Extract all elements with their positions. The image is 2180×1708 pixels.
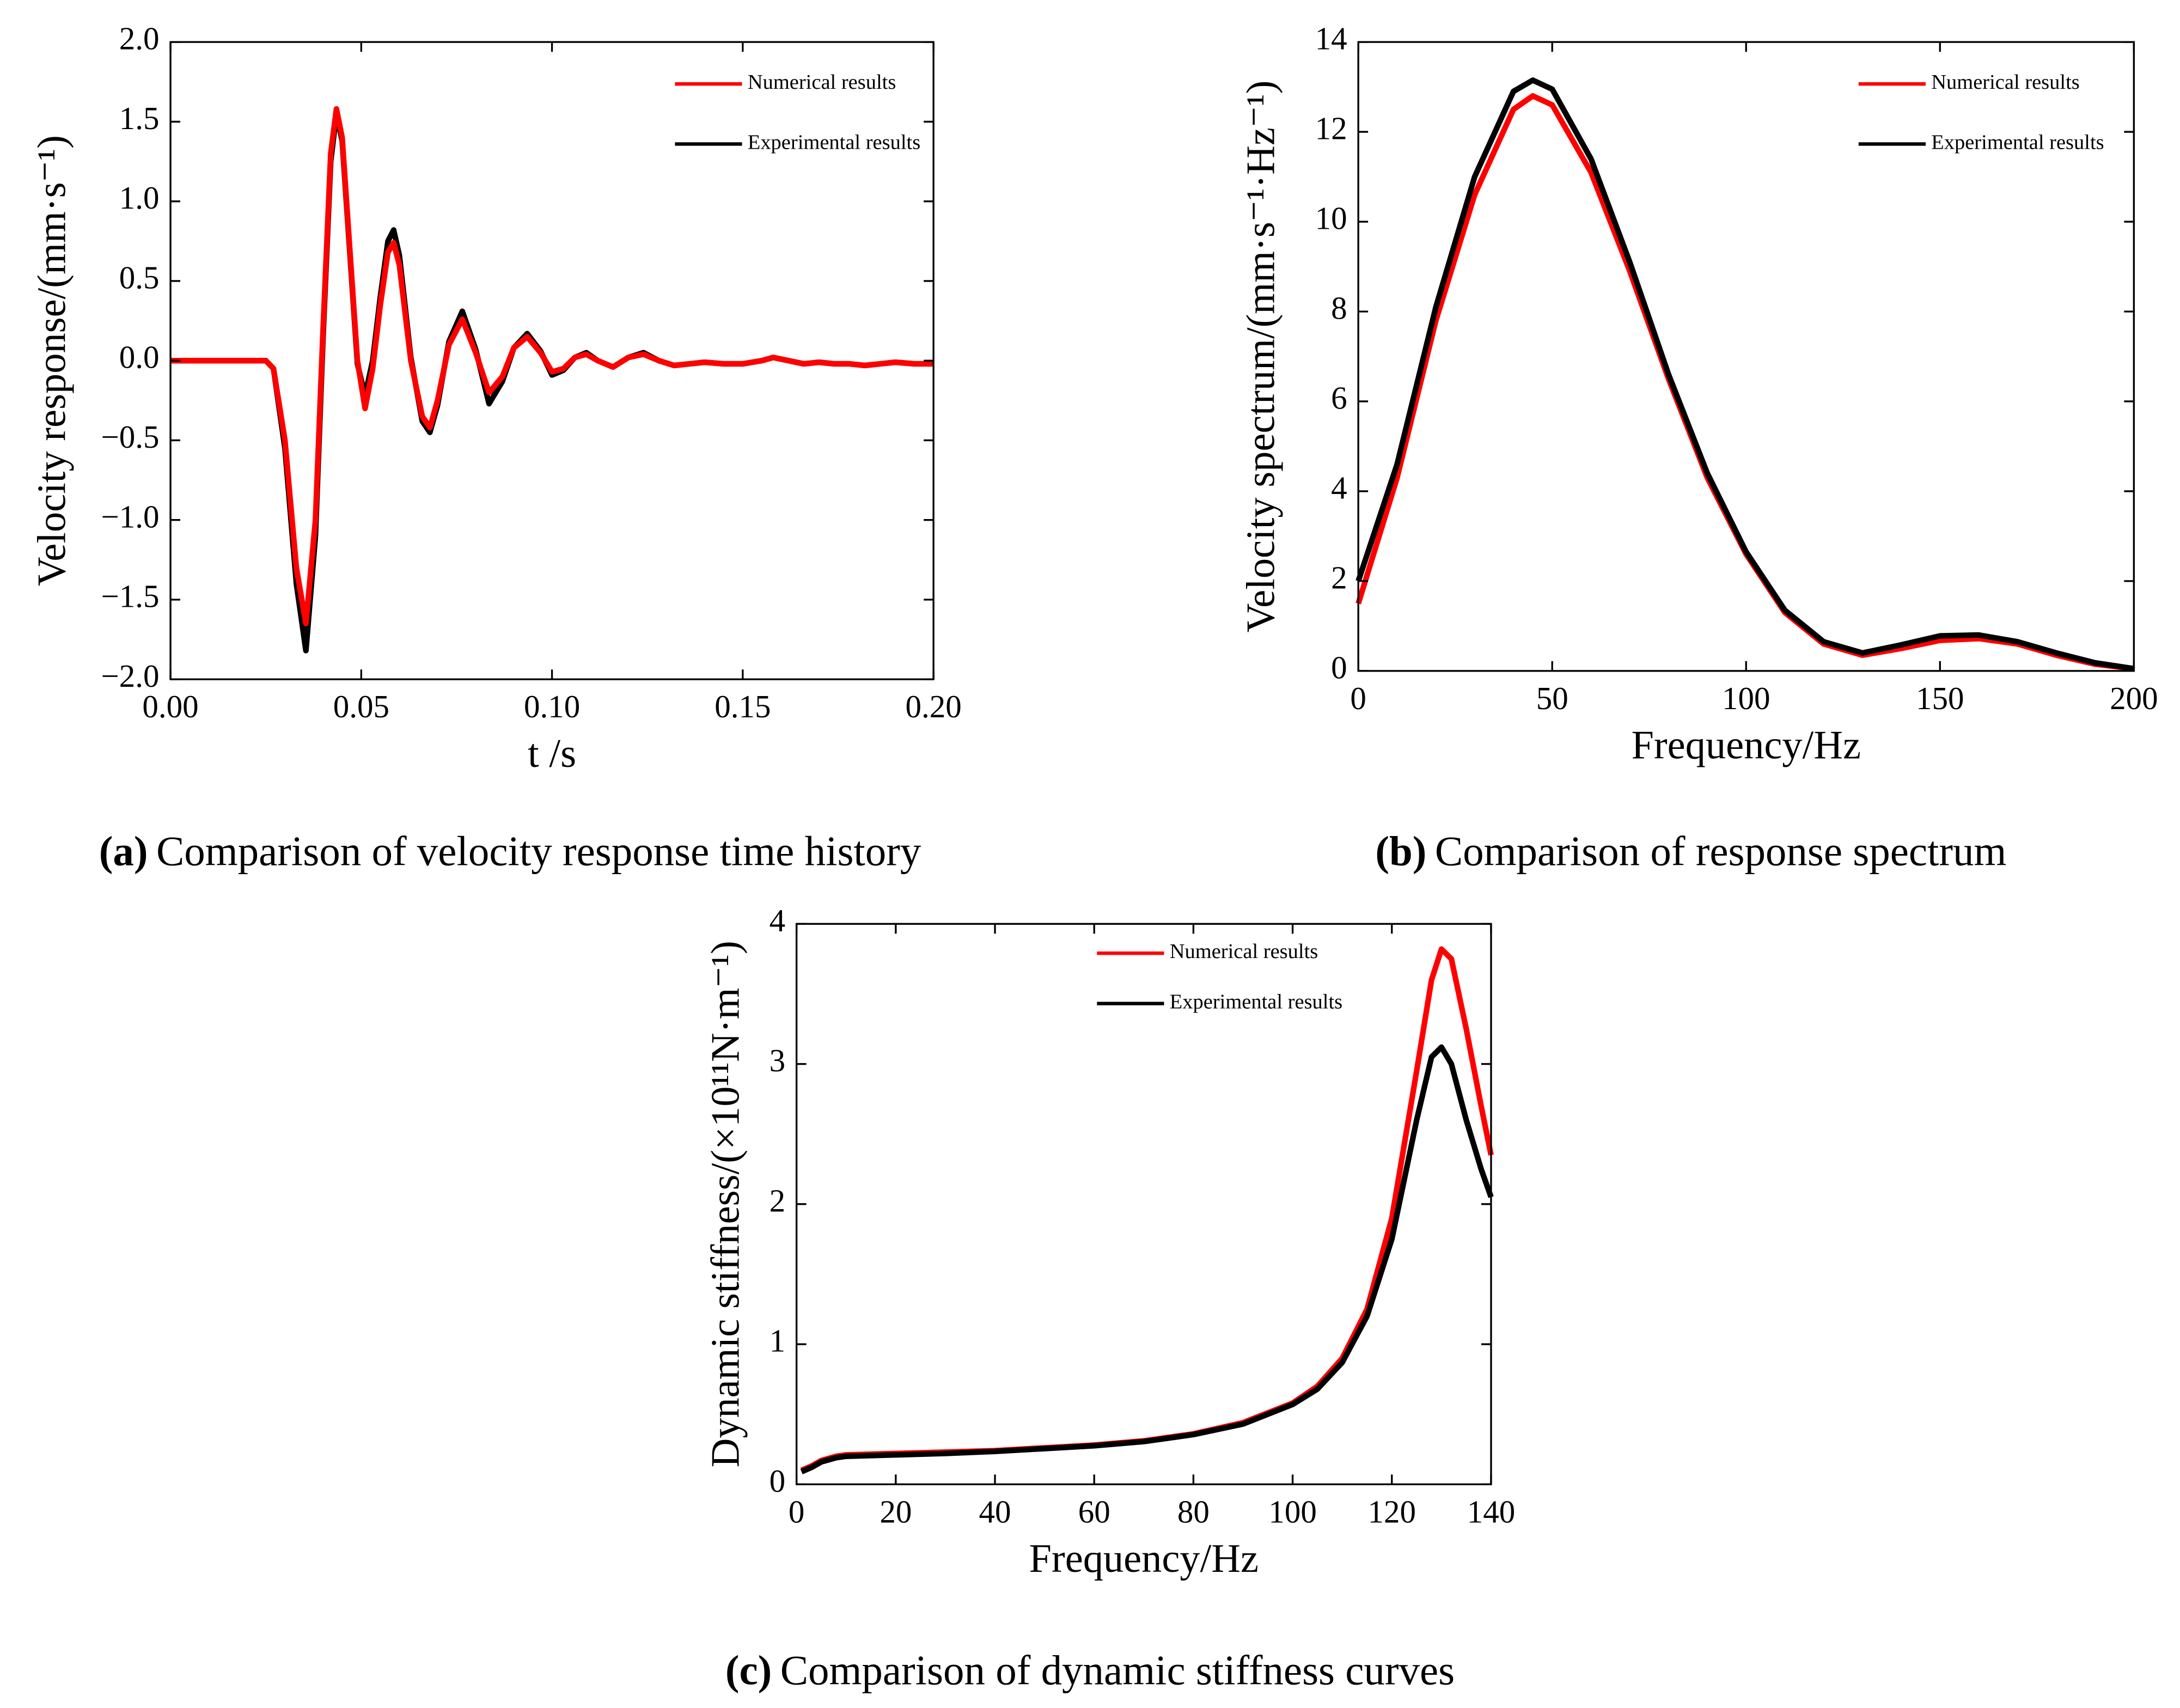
x-tick-label: 100 xyxy=(1268,1493,1317,1529)
y-tick-label: 0.5 xyxy=(119,259,160,295)
y-tick-label: −1.5 xyxy=(101,578,159,614)
x-tick-label: 0 xyxy=(789,1493,805,1529)
caption-label: (c) xyxy=(725,1646,772,1693)
caption-text: Comparison of velocity response time his… xyxy=(156,827,921,874)
y-axis-label: Velocity spectrum/(mm·s⁻¹·Hz⁻¹) xyxy=(1238,81,1283,633)
x-axis-label: Frequency/Hz xyxy=(1632,723,1861,768)
x-tick-label: 50 xyxy=(1536,680,1568,716)
x-tick-label: 200 xyxy=(2110,680,2158,716)
y-tick-label: 0 xyxy=(1331,649,1347,685)
y-tick-label: 2 xyxy=(770,1182,786,1218)
caption: (b) Comparison of response spectrum xyxy=(1375,827,2006,874)
y-tick-label: 12 xyxy=(1315,111,1347,147)
legend-label: Numerical results xyxy=(1170,940,1318,963)
x-tick-label: 0.05 xyxy=(333,688,389,724)
x-tick-label: 150 xyxy=(1916,680,1964,716)
caption-label: (b) xyxy=(1375,827,1426,874)
y-axis-label: Velocity response/(mm·s⁻¹) xyxy=(30,135,75,586)
y-tick-label: 10 xyxy=(1315,200,1347,236)
y-tick-label: 1.5 xyxy=(119,100,160,136)
x-tick-label: 0.15 xyxy=(715,688,771,724)
y-tick-label: 1.0 xyxy=(119,180,160,216)
legend-label: Experimental results xyxy=(1170,990,1342,1013)
y-tick-label: 0 xyxy=(770,1463,786,1499)
y-tick-label: 0.0 xyxy=(119,339,160,375)
y-tick-label: 6 xyxy=(1331,380,1347,416)
x-tick-label: 0.20 xyxy=(905,688,961,724)
caption-text: Comparison of response spectrum xyxy=(1435,827,2007,874)
y-tick-label: −1.0 xyxy=(101,498,159,534)
y-tick-label: 4 xyxy=(1331,469,1347,505)
x-tick-label: 0.10 xyxy=(524,688,580,724)
x-tick-label: 20 xyxy=(880,1493,912,1529)
x-tick-label: 120 xyxy=(1368,1493,1416,1529)
data-line xyxy=(170,111,934,654)
legend-label: Numerical results xyxy=(1931,71,2080,94)
y-tick-label: −0.5 xyxy=(101,419,159,455)
legend-label: Numerical results xyxy=(748,71,896,94)
caption-label: (a) xyxy=(99,827,148,874)
x-tick-label: 0.00 xyxy=(142,688,198,724)
y-tick-label: 4 xyxy=(770,902,786,938)
data-line xyxy=(170,106,934,626)
x-tick-label: 0 xyxy=(1350,680,1366,716)
caption: (a) Comparison of velocity response time … xyxy=(99,827,921,874)
x-tick-label: 140 xyxy=(1467,1493,1516,1529)
data-line xyxy=(800,946,1494,1473)
y-tick-label: 2.0 xyxy=(119,21,160,57)
data-line xyxy=(1355,77,2135,672)
y-tick-label: 2 xyxy=(1331,559,1347,595)
caption: (c) Comparison of dynamic stiffness curve… xyxy=(725,1646,1455,1693)
x-axis-label: t /s xyxy=(528,731,576,776)
y-axis-label: Dynamic stiffness/(×10¹¹N·m⁻¹) xyxy=(704,941,748,1467)
y-tick-label: 14 xyxy=(1315,21,1347,57)
x-tick-label: 40 xyxy=(979,1493,1011,1529)
y-tick-label: 3 xyxy=(770,1042,786,1078)
x-axis-label: Frequency/Hz xyxy=(1029,1536,1259,1581)
y-tick-label: 8 xyxy=(1331,290,1347,326)
y-tick-label: 1 xyxy=(770,1323,786,1359)
x-tick-label: 100 xyxy=(1722,680,1770,716)
caption-text: Comparison of dynamic stiffness curves xyxy=(780,1646,1455,1693)
x-tick-label: 60 xyxy=(1078,1493,1110,1529)
legend-label: Experimental results xyxy=(1931,131,2104,154)
data-line xyxy=(800,1044,1494,1474)
legend-label: Experimental results xyxy=(748,131,920,154)
y-tick-label: −2.0 xyxy=(101,658,159,694)
plot-frame xyxy=(795,923,1492,1485)
x-tick-label: 80 xyxy=(1177,1493,1210,1529)
